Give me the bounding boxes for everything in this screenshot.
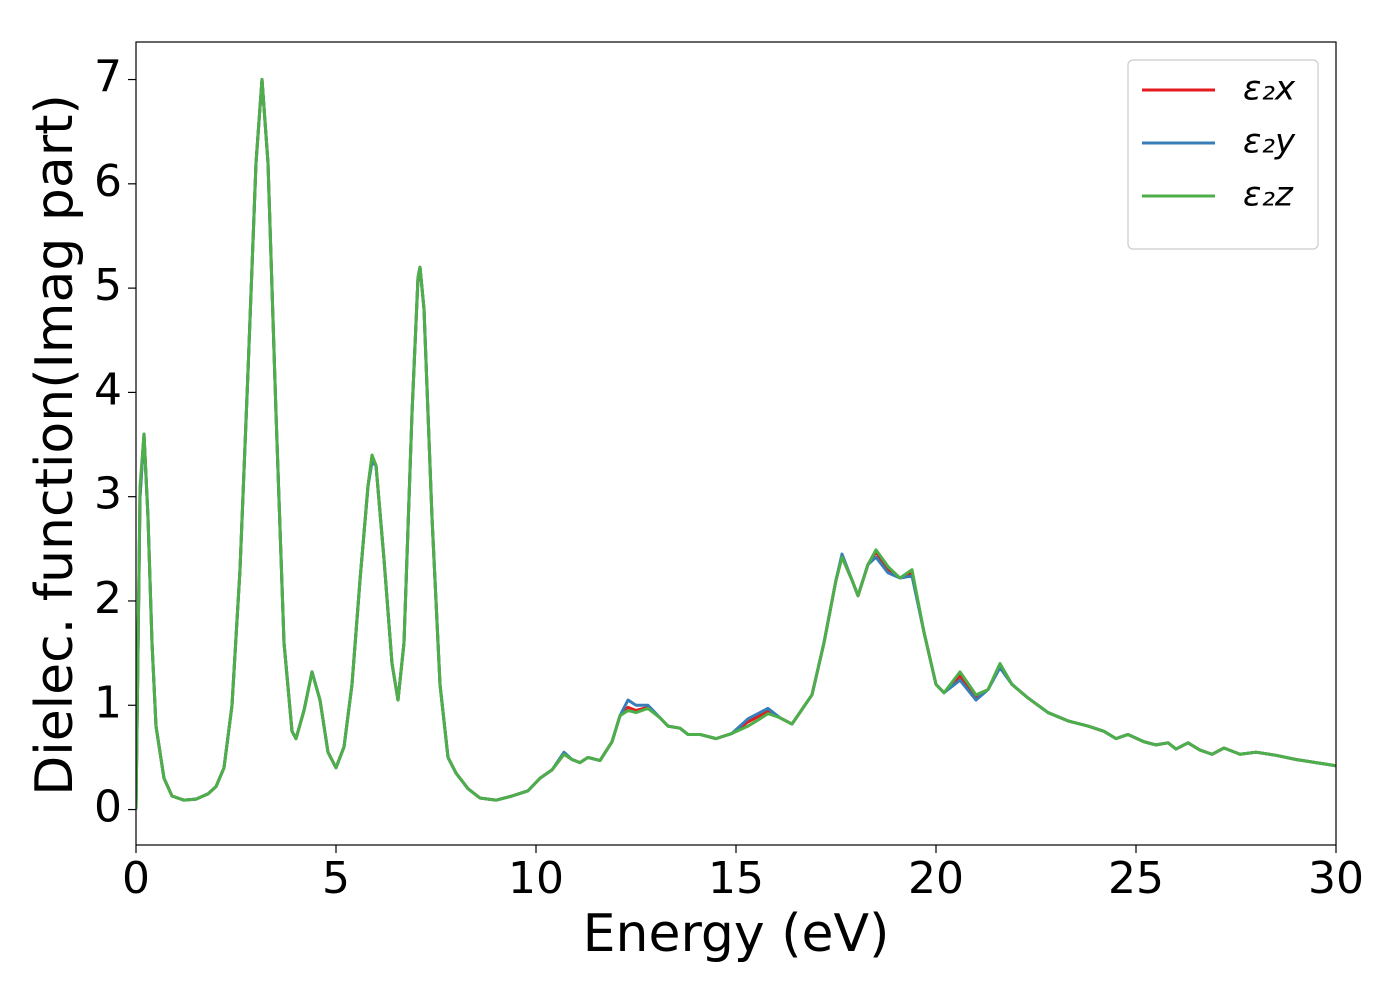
x-tick-label: 30 <box>1308 853 1364 904</box>
x-tick-label: 0 <box>122 853 150 904</box>
x-tick-label: 5 <box>322 853 350 904</box>
legend-label: ε₂x <box>1243 69 1296 109</box>
y-tick-label: 2 <box>94 573 122 624</box>
y-tick-label: 4 <box>94 364 122 415</box>
x-tick-label: 10 <box>508 853 564 904</box>
y-tick-label: 1 <box>94 677 122 728</box>
y-tick-label: 5 <box>94 260 122 311</box>
y-axis-label: Dielec. function(Imag part) <box>25 94 85 796</box>
y-tick-label: 0 <box>94 782 122 833</box>
series-line <box>136 78 1336 810</box>
x-tick-label: 25 <box>1108 853 1164 904</box>
x-tick-label: 20 <box>908 853 964 904</box>
legend-label: ε₂y <box>1243 122 1296 162</box>
legend-label: ε₂z <box>1243 175 1294 215</box>
legend-box <box>1127 59 1319 250</box>
y-tick-label: 7 <box>94 52 122 103</box>
plot-frame <box>135 41 1337 846</box>
x-axis-label: Energy (eV) <box>583 904 890 964</box>
y-tick-label: 6 <box>94 156 122 207</box>
y-tick-label: 3 <box>94 469 122 520</box>
x-tick-label: 15 <box>708 853 764 904</box>
